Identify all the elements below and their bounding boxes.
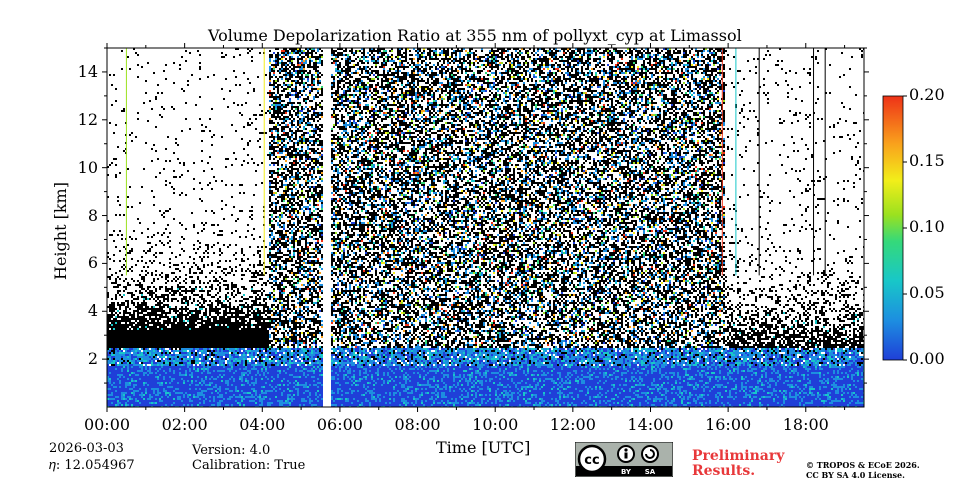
x-tick-label: 18:00 bbox=[782, 415, 830, 434]
x-tick-label: 12:00 bbox=[549, 415, 597, 434]
sa-text: SA bbox=[645, 468, 656, 476]
colorbar bbox=[883, 96, 907, 360]
y-tick-label: 14 bbox=[60, 62, 98, 81]
y-tick-label: 2 bbox=[60, 349, 98, 368]
x-tick-label: 04:00 bbox=[238, 415, 286, 434]
plot-area bbox=[107, 48, 865, 408]
y-tick-label: 6 bbox=[60, 253, 98, 272]
chart-title: Volume Depolarization Ratio at 355 nm of… bbox=[208, 26, 742, 45]
colorbar-gradient bbox=[883, 96, 903, 360]
figure bbox=[0, 0, 960, 480]
colorbar-tick-label: 0.00 bbox=[909, 349, 945, 368]
cc-icon: cc bbox=[584, 453, 599, 468]
preliminary-text: Preliminary Results. bbox=[692, 449, 784, 479]
y-tick-label: 8 bbox=[60, 206, 98, 225]
calibration-text: Calibration: True bbox=[192, 458, 305, 473]
by-icon bbox=[624, 448, 627, 451]
x-tick-label: 02:00 bbox=[161, 415, 209, 434]
by-text: BY bbox=[621, 468, 632, 476]
x-tick-label: 10:00 bbox=[471, 415, 519, 434]
x-tick-label: 00:00 bbox=[83, 415, 131, 434]
version-text: Version: 4.0 bbox=[192, 443, 270, 458]
x-tick-label: 16:00 bbox=[704, 415, 752, 434]
y-tick-label: 4 bbox=[60, 301, 98, 320]
date-text: 2026-03-03 bbox=[49, 441, 124, 456]
x-tick-label: 08:00 bbox=[394, 415, 442, 434]
x-axis-label: Time [UTC] bbox=[436, 438, 530, 457]
colorbar-ticks bbox=[903, 96, 907, 360]
y-tick-label: 12 bbox=[60, 110, 98, 129]
x-tick-label: 14:00 bbox=[626, 415, 674, 434]
colorbar-tick-label: 0.10 bbox=[909, 217, 945, 236]
colorbar-tick-label: 0.15 bbox=[909, 151, 945, 170]
colorbar-tick-label: 0.20 bbox=[909, 85, 945, 104]
x-tick-label: 06:00 bbox=[316, 415, 364, 434]
eta-text: 𝜂: 12.054967 bbox=[49, 458, 135, 473]
cc-license-badge: cc BY SA bbox=[575, 442, 673, 477]
y-tick-label: 10 bbox=[60, 158, 98, 177]
copyright-text: © TROPOS & ECoE 2026. CC BY SA 4.0 Licen… bbox=[806, 460, 920, 480]
colorbar-tick-label: 0.05 bbox=[909, 283, 945, 302]
